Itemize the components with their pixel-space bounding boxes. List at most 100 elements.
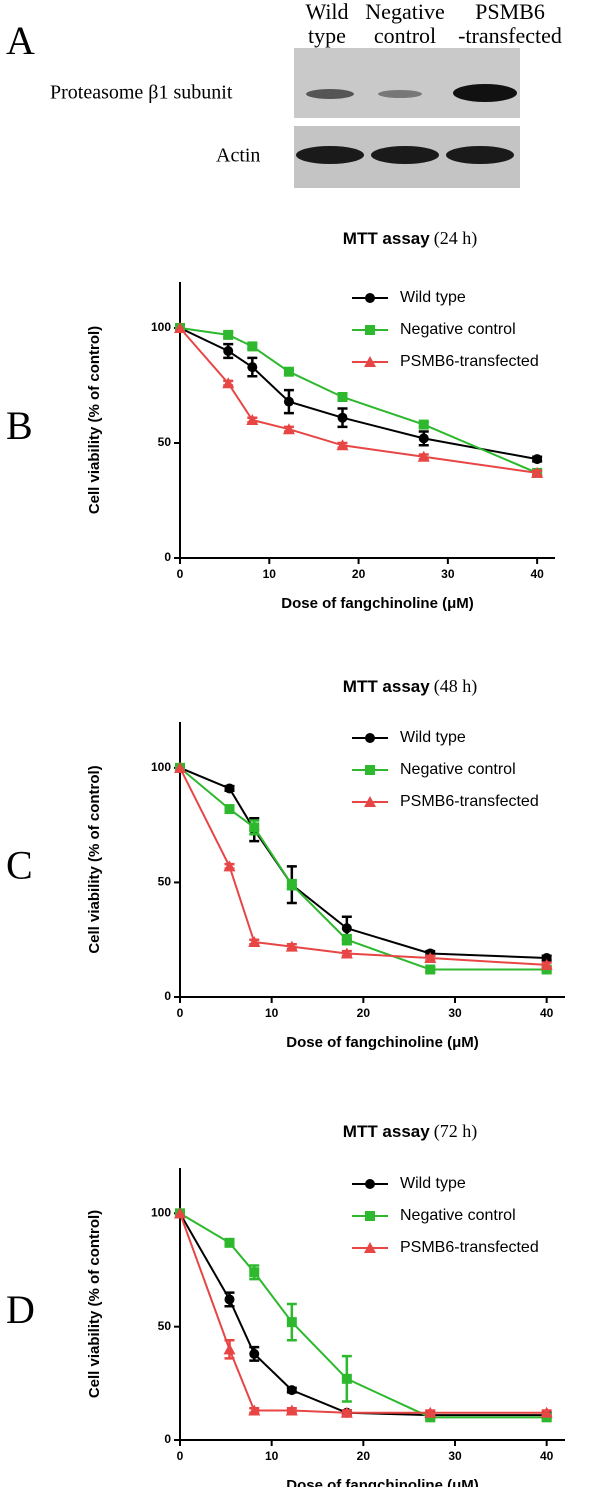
y-tick-label: 100 (151, 320, 171, 334)
point (286, 1385, 297, 1396)
point (340, 1406, 353, 1418)
blot-band (296, 146, 364, 164)
blot-band (371, 146, 439, 164)
y-tick-label: 0 (164, 989, 171, 1003)
point (246, 414, 259, 425)
column-header: control (374, 23, 436, 48)
chart: MTT assay (48 h) C 0 50 100 0 10 20 30 40 Dose of f… (6, 676, 565, 1051)
title-text: MTT assay (343, 677, 430, 696)
point (531, 466, 544, 478)
blot-band (306, 89, 354, 99)
column-header: PSMB6 (475, 0, 545, 24)
y-tick-label: 50 (158, 1319, 172, 1333)
column-header: Wild (305, 0, 348, 24)
x-tick-label: 0 (177, 1006, 184, 1020)
point (285, 1404, 298, 1416)
point (223, 346, 234, 356)
chart-title: MTT assay (48 h) (343, 676, 477, 697)
y-axis-label: Cell viability (% of control) (86, 1210, 103, 1398)
x-tick-label: 20 (357, 1449, 371, 1463)
x-tick-label: 30 (441, 567, 455, 581)
point (365, 1179, 375, 1189)
y-tick-label: 50 (158, 435, 172, 449)
x-tick-label: 30 (448, 1449, 462, 1463)
point (337, 392, 348, 402)
subtitle-text: (24 h) (434, 228, 478, 249)
x-axis-label: Dose of fangchinoline (μM) (281, 595, 474, 612)
title-text: MTT assay (343, 229, 430, 248)
point (224, 804, 235, 815)
point (365, 765, 375, 775)
legend-label: PSMB6-transfected (400, 353, 539, 370)
point (341, 1373, 352, 1384)
chart: MTT assay (72 h) D 0 50 100 0 10 20 30 40 Dose of f… (6, 1121, 565, 1487)
point (223, 329, 234, 340)
x-tick-label: 10 (265, 1449, 279, 1463)
point (286, 879, 297, 890)
x-tick-label: 40 (540, 1006, 554, 1020)
chart-title: MTT assay (72 h) (343, 1121, 477, 1142)
y-tick-label: 0 (164, 550, 171, 564)
point (364, 1242, 376, 1253)
row-label: Actin (216, 145, 260, 167)
point (222, 377, 235, 389)
point (540, 958, 553, 970)
legend-label: PSMB6-transfected (400, 793, 539, 810)
panel-label: D (6, 1287, 35, 1332)
point (283, 366, 294, 377)
point (224, 1294, 235, 1305)
point (418, 419, 429, 430)
point (285, 940, 298, 952)
point (424, 1406, 437, 1418)
point (340, 947, 353, 959)
point (336, 439, 349, 451)
point (249, 822, 260, 833)
point (247, 341, 258, 352)
point (341, 923, 352, 934)
row-label: Proteasome β1 subunit (50, 82, 233, 104)
point (283, 396, 294, 407)
panel-label: C (6, 843, 33, 888)
point (286, 1317, 297, 1328)
x-tick-label: 10 (265, 1006, 279, 1020)
column-header: Negative (365, 0, 444, 24)
point (418, 433, 429, 444)
x-tick-label: 30 (448, 1006, 462, 1020)
chart-title: MTT assay (24 h) (343, 228, 477, 249)
point (224, 783, 235, 794)
point (540, 1406, 553, 1418)
point (174, 322, 186, 333)
point (425, 964, 436, 975)
point (365, 325, 375, 335)
point (532, 454, 543, 465)
panel-label: B (6, 403, 33, 448)
chart: MTT assay (24 h) B 0 50 100 0 10 20 30 40 Dose of f… (6, 228, 555, 612)
point (248, 1404, 261, 1416)
x-axis-label: Dose of fangchinoline (μM) (286, 1034, 479, 1051)
x-tick-label: 10 (263, 567, 277, 581)
point (417, 450, 430, 462)
legend-label: Negative control (400, 1207, 516, 1224)
point (541, 953, 552, 964)
point (248, 936, 261, 947)
x-tick-label: 20 (352, 567, 366, 581)
point (364, 796, 376, 807)
point (224, 1237, 235, 1248)
column-header: -transfected (458, 23, 562, 48)
panel-a: A Wild type Negative control PSMB6 -tran… (6, 0, 562, 188)
blot-band (446, 146, 514, 164)
title-text: MTT assay (343, 1122, 430, 1141)
legend-label: Wild type (400, 1175, 466, 1192)
x-axis-label: Dose of fangchinoline (μM) (286, 1477, 479, 1487)
point (337, 412, 348, 423)
point (365, 293, 375, 303)
point (364, 356, 376, 367)
column-header: type (308, 23, 346, 48)
legend-label: Wild type (400, 289, 466, 306)
y-tick-label: 0 (164, 1432, 171, 1446)
blot-band (378, 90, 422, 98)
legend-label: Negative control (400, 321, 516, 338)
subtitle-text: (72 h) (434, 1121, 478, 1142)
y-tick-label: 50 (158, 875, 172, 889)
